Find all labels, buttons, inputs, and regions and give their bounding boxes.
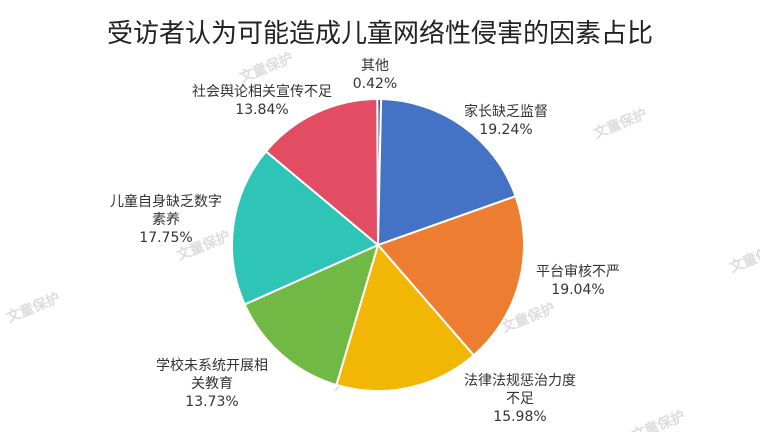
watermark-text: 文童保护	[629, 407, 687, 432]
slice-name: 社会舆论相关宣传不足	[192, 84, 332, 100]
slice-value: 19.04%	[551, 282, 604, 298]
slice-value: 15.98%	[493, 409, 546, 425]
slice-name: 不足	[506, 391, 534, 407]
slice-name: 素养	[152, 212, 180, 228]
slice-label-6: 社会舆论相关宣传不足 13.84%	[192, 84, 332, 118]
slice-name: 学校未系统开展相	[156, 357, 268, 374]
slice-value: 0.42%	[353, 76, 397, 92]
slice-value: 17.75%	[139, 230, 192, 246]
slice-value: 13.84%	[235, 102, 288, 118]
slice-label-3: 法律法规惩治力度不足 15.98%	[464, 373, 576, 425]
pie-slice-1	[376, 98, 517, 247]
watermark-text: 文童保护	[237, 49, 295, 86]
slice-name: 其他	[361, 58, 389, 74]
pie-slice-2	[376, 194, 525, 357]
slice-value: 13.73%	[185, 394, 238, 410]
slice-label-0: 其他 0.42%	[353, 58, 397, 92]
slice-label-5: 儿童自身缺乏数字素养 17.75%	[110, 193, 222, 246]
slice-name: 关教育	[191, 376, 233, 392]
pie-slice-3	[335, 242, 476, 392]
pie-slice-5	[231, 149, 380, 306]
pie-labels: 其他 0.42% 家长缺乏监督 19.24% 平台审核不严 19.04% 法律法规惩治力度不…	[110, 58, 620, 425]
watermark-text: 文童保护	[727, 239, 760, 276]
slice-label-2: 平台审核不严 19.04%	[536, 264, 620, 298]
slice-name: 法律法规惩治力度	[464, 373, 576, 389]
watermark-text: 文童保护	[4, 289, 62, 326]
slice-name: 平台审核不严	[536, 264, 620, 280]
slice-value: 19.24%	[479, 122, 532, 138]
slice-name: 家长缺乏监督	[464, 103, 548, 120]
pie-slice-4	[243, 243, 380, 387]
slice-label-4: 学校未系统开展相关教育 13.73%	[156, 357, 268, 410]
pie-slices	[231, 97, 525, 392]
slice-name: 儿童自身缺乏数字	[110, 193, 222, 210]
pie-slice-6	[264, 97, 380, 248]
watermark-text: 文童保护	[591, 105, 649, 142]
slice-label-1: 家长缺乏监督 19.24%	[464, 103, 548, 138]
chart-title: 受访者认为可能造成儿童网络性侵害的因素占比	[107, 19, 653, 49]
